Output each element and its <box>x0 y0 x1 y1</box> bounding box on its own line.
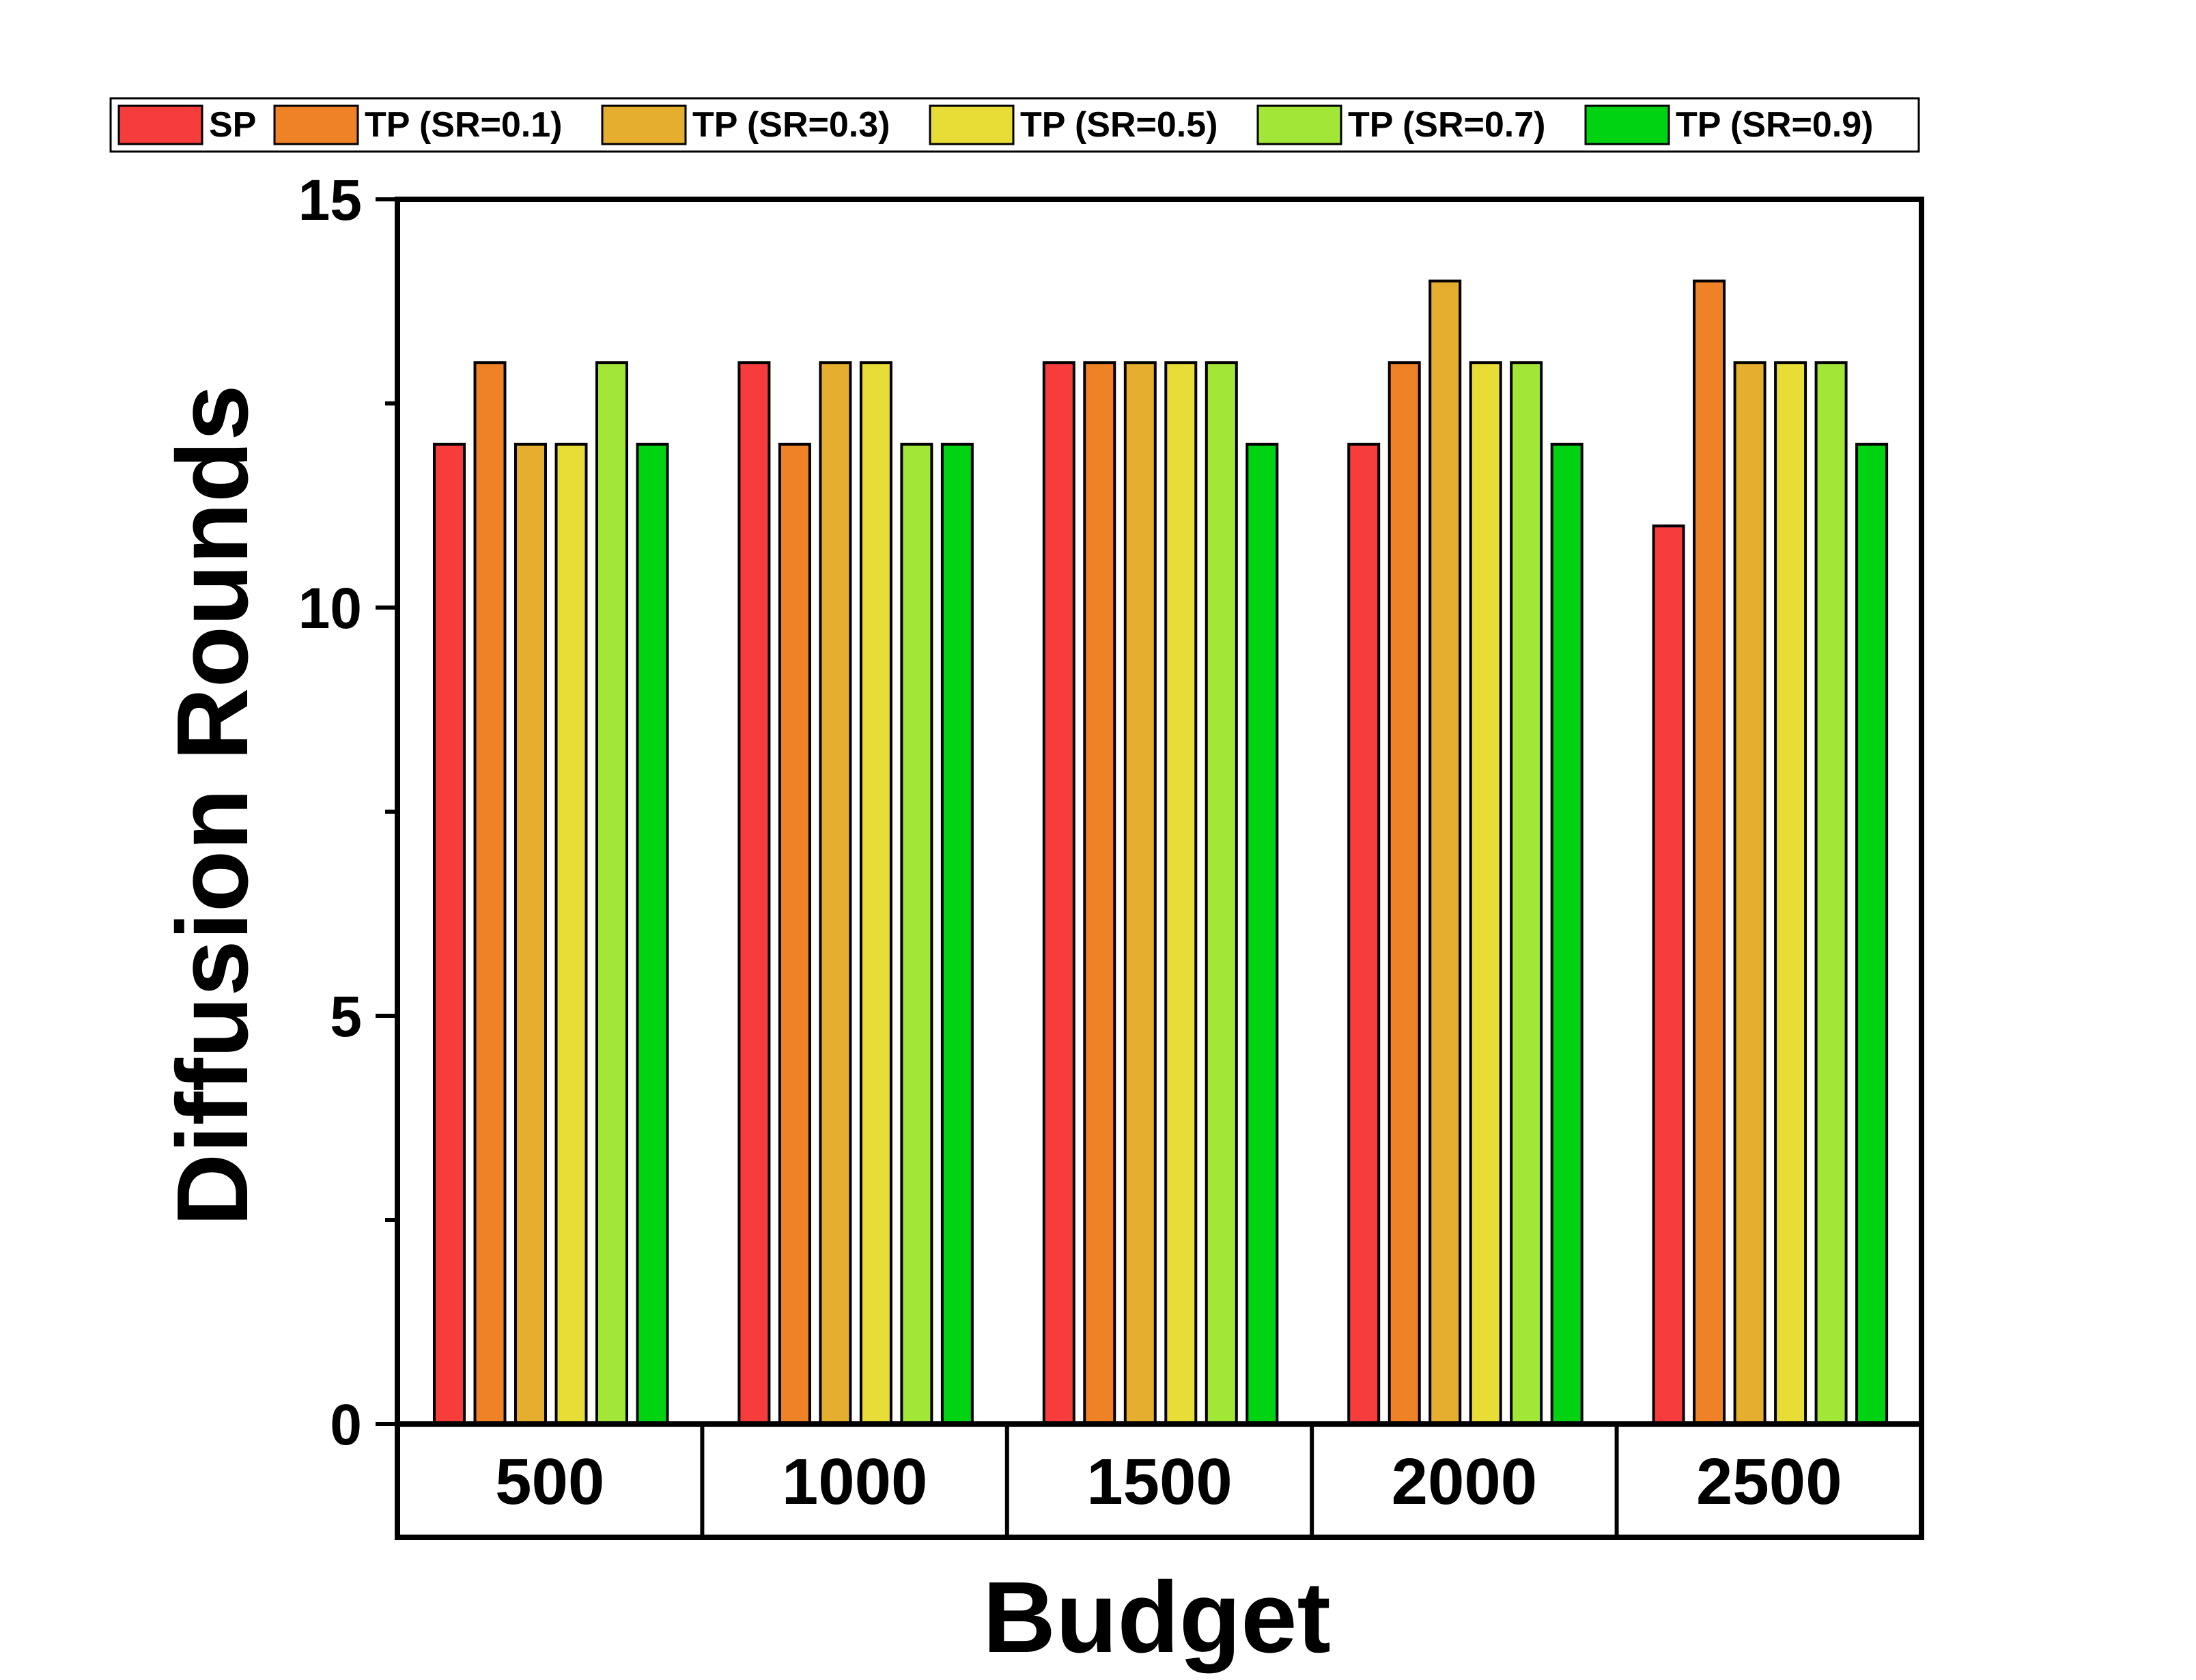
bar-sp-500 <box>433 442 466 1425</box>
legend-swatch-0 <box>117 104 203 145</box>
bar-tp-sr-0-9--2000 <box>1550 442 1583 1425</box>
bar-tp-sr-0-1--1000 <box>778 442 811 1425</box>
bar-tp-sr-0-9--500 <box>636 442 669 1425</box>
bar-tp-sr-0-7--2500 <box>1814 361 1848 1426</box>
legend-label-3: TP (SR=0.5) <box>1020 105 1217 145</box>
bar-tp-sr-0-7--1000 <box>900 442 933 1425</box>
legend-label-0: SP <box>209 105 256 145</box>
category-label-1000: 1000 <box>782 1445 928 1518</box>
bar-tp-sr-0-5--1000 <box>859 361 892 1426</box>
legend-label-5: TP (SR=0.9) <box>1676 105 1873 145</box>
legend-swatch-2 <box>601 104 687 145</box>
category-label-2500: 2500 <box>1696 1445 1842 1518</box>
bar-tp-sr-0-1--2500 <box>1693 279 1726 1426</box>
x-axis-title: Budget <box>983 1561 1331 1674</box>
bar-tp-sr-0-3--2500 <box>1733 361 1766 1426</box>
legend: SP TP (SR=0.1) TP (SR=0.3) TP (SR=0.5) TP (S… <box>109 97 1920 153</box>
bar-tp-sr-0-3--1500 <box>1123 361 1157 1426</box>
bar-tp-sr-0-9--2500 <box>1855 442 1889 1425</box>
bar-tp-sr-0-5--2500 <box>1774 361 1807 1426</box>
legend-swatch-5 <box>1584 104 1670 145</box>
bar-tp-sr-0-3--1000 <box>819 361 852 1426</box>
bar-tp-sr-0-7--2000 <box>1510 361 1543 1426</box>
y-tick-label: 15 <box>298 168 362 232</box>
bar-sp-2500 <box>1652 524 1685 1425</box>
bar-tp-sr-0-5--500 <box>554 442 588 1425</box>
legend-swatch-1 <box>273 104 359 145</box>
bar-tp-sr-0-1--2000 <box>1388 361 1421 1426</box>
legend-swatch-4 <box>1256 104 1342 145</box>
category-table <box>395 1421 1924 1540</box>
legend-label-2: TP (SR=0.3) <box>692 105 890 145</box>
category-label-500: 500 <box>495 1445 604 1518</box>
bar-sp-1000 <box>737 361 771 1426</box>
y-axis-title: Diffusion Rounds <box>156 384 269 1226</box>
bar-sp-1500 <box>1042 361 1075 1426</box>
bar-tp-sr-0-7--500 <box>595 361 628 1426</box>
category-label-1500: 1500 <box>1086 1445 1233 1518</box>
bar-tp-sr-0-5--1500 <box>1164 361 1198 1426</box>
category-axis: 500 1000 1500 2000 2500 <box>495 1445 1842 1518</box>
y-ticks: 0 5 10 15 <box>298 168 397 1457</box>
bar-tp-sr-0-3--500 <box>514 442 547 1425</box>
bar-tp-sr-0-1--1500 <box>1083 361 1116 1426</box>
bar-tp-sr-0-1--500 <box>473 361 507 1426</box>
bar-tp-sr-0-3--2000 <box>1428 279 1462 1426</box>
y-tick-label: 0 <box>330 1393 362 1457</box>
bars <box>433 279 1889 1426</box>
legend-label-1: TP (SR=0.1) <box>365 105 562 145</box>
y-tick-label: 5 <box>330 984 362 1049</box>
bar-tp-sr-0-9--1000 <box>940 442 974 1425</box>
legend-label-4: TP (SR=0.7) <box>1348 105 1545 145</box>
category-label-2000: 2000 <box>1392 1445 1538 1518</box>
bar-tp-sr-0-7--1500 <box>1205 361 1238 1426</box>
y-tick-label: 10 <box>298 576 362 640</box>
bar-tp-sr-0-5--2000 <box>1469 361 1502 1426</box>
bar-tp-sr-0-9--1500 <box>1245 442 1279 1425</box>
legend-swatch-3 <box>929 104 1015 145</box>
bar-sp-2000 <box>1347 442 1381 1425</box>
